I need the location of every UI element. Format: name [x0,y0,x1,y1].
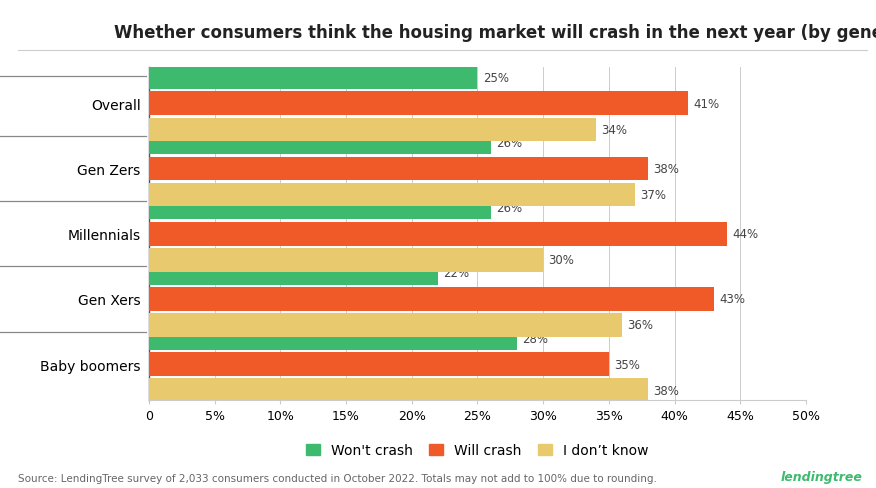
Text: 25%: 25% [483,72,509,84]
Bar [149,326,517,350]
Bar [149,287,714,311]
Bar [149,262,438,285]
Text: 22%: 22% [443,267,470,280]
Bar [149,352,609,376]
Text: 37%: 37% [640,189,667,202]
Text: 28%: 28% [522,332,548,345]
Text: 26%: 26% [496,202,522,215]
Text: 44%: 44% [732,228,759,241]
Bar [149,248,543,272]
Text: lendingtree: lendingtree [781,470,863,483]
Bar [149,131,491,155]
Text: Whether consumers think the housing market will crash in the next year (by gener: Whether consumers think the housing mark… [114,24,876,42]
Text: 38%: 38% [653,163,680,176]
Bar [149,183,635,207]
Text: 34%: 34% [601,123,627,137]
Bar [149,118,596,142]
Text: 30%: 30% [548,254,575,267]
Bar [149,157,648,181]
Legend: Won't crash, Will crash, I don’t know: Won't crash, Will crash, I don’t know [300,438,654,463]
Text: 38%: 38% [653,384,680,397]
Text: Source: LendingTree survey of 2,033 consumers conducted in October 2022. Totals : Source: LendingTree survey of 2,033 cons… [18,473,656,483]
Bar [149,313,622,337]
Text: 26%: 26% [496,137,522,150]
Bar [149,196,491,220]
Text: 41%: 41% [693,98,719,111]
Text: 35%: 35% [614,358,640,371]
Bar [149,92,688,116]
Bar [149,223,727,246]
Text: 43%: 43% [719,293,745,306]
Text: 36%: 36% [627,319,653,332]
Bar [149,66,477,90]
Bar [149,379,648,402]
